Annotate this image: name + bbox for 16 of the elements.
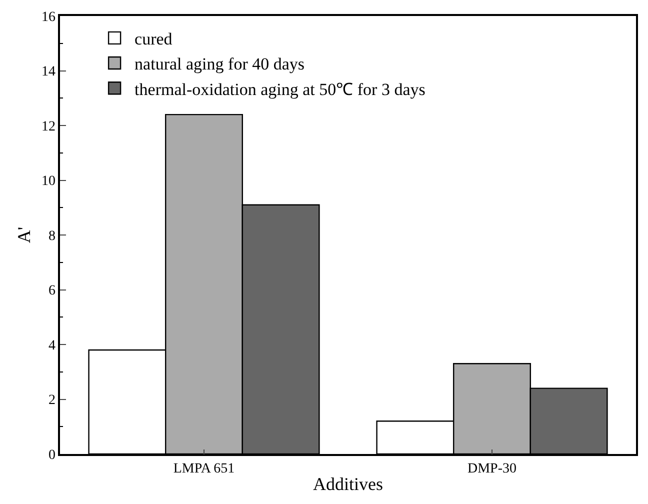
y-tick-label: 14 xyxy=(41,64,56,80)
y-tick-label: 12 xyxy=(41,119,56,134)
y-tick-label: 4 xyxy=(48,338,56,354)
legend-label: natural aging for 40 days xyxy=(134,54,305,74)
y-tick-label: 8 xyxy=(48,228,56,244)
y-tick-label: 10 xyxy=(41,174,56,190)
y-tick-label: 0 xyxy=(48,448,56,463)
y-tick-label: 2 xyxy=(48,393,56,408)
legend-label: cured xyxy=(134,30,173,49)
y-axis-title: A' xyxy=(14,226,34,244)
legend-label: thermal-oxidation aging at 50℃ for 3 days xyxy=(134,80,426,99)
x-axis-title: Additives xyxy=(313,474,383,494)
x-tick-label: DMP-30 xyxy=(467,462,517,477)
y-tick-label: 6 xyxy=(48,284,56,299)
y-tick-label: 16 xyxy=(41,10,56,25)
x-tick-label: LMPA 651 xyxy=(173,462,235,477)
